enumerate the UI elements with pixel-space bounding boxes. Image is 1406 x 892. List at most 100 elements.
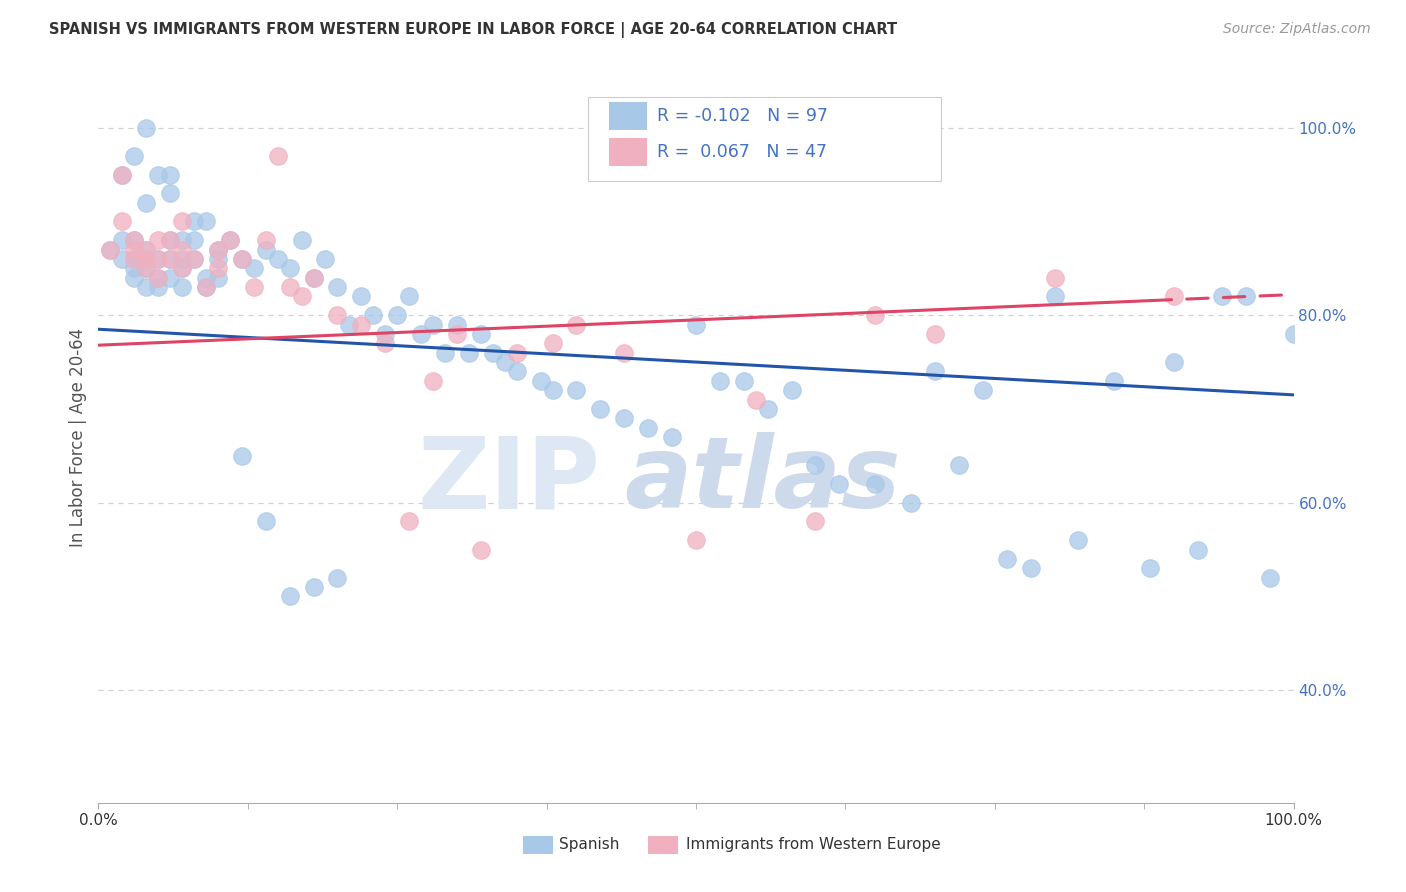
Point (172, 252, 194, 266)
Bar (523, 836, 553, 854)
Text: SPANISH VS IMMIGRANTS FROM WESTERN EUROPE IN LABOR FORCE | AGE 20-64 CORRELATION: SPANISH VS IMMIGRANTS FROM WESTERN EUROP… (49, 22, 897, 38)
Point (243, 280, 266, 294)
Point (98, 243, 122, 257)
Point (1067, 533, 1090, 548)
Point (172, 280, 194, 294)
Text: Immigrants from Western Europe: Immigrants from Western Europe (686, 837, 941, 852)
Point (446, 318, 468, 332)
Point (159, 168, 181, 182)
Point (685, 318, 707, 332)
Point (111, 233, 134, 247)
Point (326, 308, 349, 322)
Point (828, 477, 851, 491)
Point (148, 233, 170, 247)
Point (733, 374, 755, 388)
Point (159, 233, 181, 247)
Point (111, 252, 134, 266)
Point (398, 289, 420, 303)
Point (207, 270, 229, 285)
Point (124, 233, 146, 247)
Point (135, 252, 157, 266)
FancyBboxPatch shape (589, 97, 941, 181)
Point (481, 345, 505, 359)
Point (254, 233, 277, 247)
Point (159, 233, 181, 247)
Point (900, 496, 922, 510)
Point (231, 252, 253, 266)
Point (494, 355, 516, 369)
Point (278, 590, 301, 604)
Point (278, 261, 301, 276)
Point (411, 326, 433, 341)
Text: R =  0.067   N = 47: R = 0.067 N = 47 (657, 143, 827, 161)
Point (124, 149, 146, 163)
Point (254, 243, 277, 257)
Point (291, 233, 314, 247)
Point (1211, 289, 1233, 303)
Point (267, 149, 290, 163)
Point (135, 261, 157, 276)
Point (148, 168, 170, 182)
Point (172, 261, 194, 276)
Point (267, 252, 290, 266)
Point (183, 252, 205, 266)
Point (804, 458, 827, 473)
Point (148, 252, 170, 266)
Bar (609, 102, 647, 130)
Point (1163, 355, 1185, 369)
Point (124, 252, 146, 266)
Point (422, 374, 444, 388)
Point (1258, 571, 1281, 585)
Point (530, 374, 553, 388)
Point (1043, 270, 1066, 285)
Point (326, 280, 349, 294)
Point (374, 336, 396, 351)
Point (1043, 289, 1066, 303)
Point (231, 252, 253, 266)
Point (124, 233, 146, 247)
Point (637, 420, 659, 434)
Point (589, 401, 612, 416)
Point (124, 261, 146, 276)
Point (470, 542, 492, 557)
Point (124, 252, 146, 266)
Point (124, 243, 146, 257)
Point (1282, 326, 1305, 341)
Text: Source: ZipAtlas.com: Source: ZipAtlas.com (1223, 22, 1371, 37)
Point (613, 411, 636, 425)
Point (398, 515, 420, 529)
Point (159, 270, 181, 285)
Point (422, 318, 444, 332)
Point (506, 345, 529, 359)
Point (148, 270, 170, 285)
Point (124, 270, 146, 285)
Y-axis label: In Labor Force | Age 20-64: In Labor Force | Age 20-64 (69, 327, 87, 547)
Point (183, 252, 205, 266)
Point (172, 261, 194, 276)
Point (363, 308, 385, 322)
Point (948, 458, 970, 473)
Point (159, 252, 181, 266)
Point (219, 233, 242, 247)
Point (135, 280, 157, 294)
Point (195, 280, 218, 294)
Point (135, 243, 157, 257)
Point (565, 318, 588, 332)
Point (148, 270, 170, 285)
Point (291, 289, 314, 303)
Bar (648, 836, 678, 854)
Point (865, 308, 887, 322)
Point (183, 233, 205, 247)
Point (207, 243, 229, 257)
Point (172, 214, 194, 228)
Point (924, 326, 946, 341)
Point (1104, 374, 1126, 388)
Text: Spanish: Spanish (558, 837, 619, 852)
Point (111, 168, 134, 182)
Point (1187, 542, 1209, 557)
Point (135, 195, 157, 210)
Point (446, 326, 468, 341)
Point (231, 449, 253, 463)
Point (135, 120, 157, 135)
Text: ZIP: ZIP (418, 433, 600, 530)
